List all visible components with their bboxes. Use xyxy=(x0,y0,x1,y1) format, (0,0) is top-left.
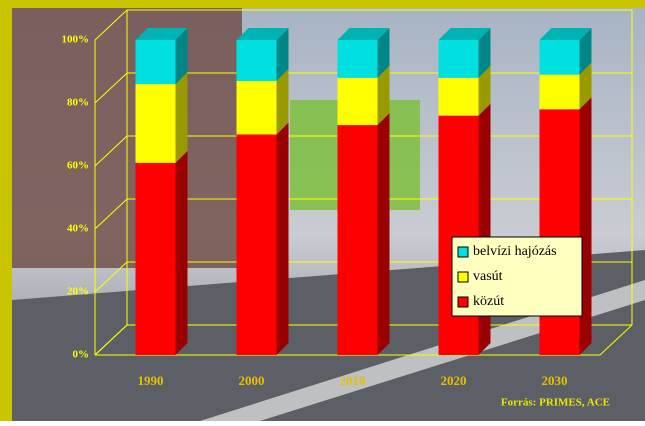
bar-side xyxy=(176,72,188,163)
x-tick-label: 1990 xyxy=(138,373,164,388)
bar-segment xyxy=(540,109,580,355)
legend-label: belvízi hajózás xyxy=(473,244,557,259)
bar-side xyxy=(479,104,491,355)
y-tick-label: 100% xyxy=(62,34,90,46)
bar-segment xyxy=(439,116,479,355)
x-tick-label: 2030 xyxy=(542,373,568,388)
y-tick-label: 80% xyxy=(67,97,89,109)
bar-side xyxy=(176,151,188,355)
source: Forrás: PRIMES, ACE xyxy=(501,397,610,409)
bar-side xyxy=(378,113,390,355)
bar-segment xyxy=(338,125,378,355)
bar-segment xyxy=(540,40,580,75)
bar-segment xyxy=(439,78,479,116)
y-tick-label: 20% xyxy=(67,286,89,298)
y-tick-label: 40% xyxy=(67,223,89,235)
x-tick-label: 2010 xyxy=(340,373,366,388)
bar-segment xyxy=(237,135,277,356)
plot: 0% 20% 40% 60% 80% 100% 1990 2000 2010 2020 2030 xyxy=(62,10,633,388)
chart: 0% 20% 40% 60% 80% 100% 1990 2000 2010 2020 2030 F… xyxy=(0,0,645,421)
x-tick-label: 2000 xyxy=(239,373,265,388)
legend-label: vasút xyxy=(473,269,503,284)
bar-segment xyxy=(439,40,479,78)
legend-swatch xyxy=(458,247,468,257)
y-tick-label: 0% xyxy=(73,349,90,361)
legend-label: közút xyxy=(473,294,504,309)
bar-segment xyxy=(237,40,277,81)
bar-segment xyxy=(540,75,580,110)
bar-segment xyxy=(338,40,378,78)
bar-segment xyxy=(237,81,277,135)
bar-segment xyxy=(338,78,378,125)
bar-segment xyxy=(136,84,176,163)
legend-swatch xyxy=(458,272,468,282)
y-tick-label: 60% xyxy=(67,160,89,172)
legend-swatch xyxy=(458,297,468,307)
bar-side xyxy=(277,123,289,356)
x-tick-label: 2020 xyxy=(441,373,467,388)
bar-segment xyxy=(136,163,176,355)
bar-segment xyxy=(136,40,176,84)
